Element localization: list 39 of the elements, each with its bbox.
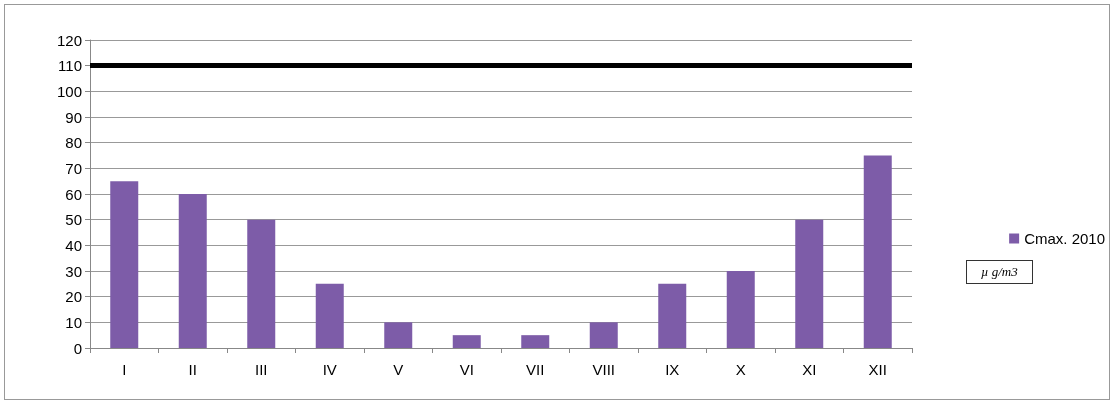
bar xyxy=(452,335,481,348)
y-tick-label: 70 xyxy=(65,159,82,177)
y-tick-label: 60 xyxy=(65,185,82,203)
bar xyxy=(178,194,207,348)
bar xyxy=(863,155,892,348)
y-tick-label: 100 xyxy=(56,82,82,100)
bar xyxy=(247,219,276,348)
x-tick-label: VI xyxy=(459,361,474,378)
x-tick-label: IV xyxy=(322,361,337,378)
x-tick-label: V xyxy=(393,361,404,378)
y-tick-label: 110 xyxy=(58,57,82,75)
bar xyxy=(658,283,687,348)
y-tick-label: 30 xyxy=(65,262,82,280)
x-tick-label: II xyxy=(188,361,197,378)
x-tick-label: VIII xyxy=(592,361,616,378)
text: µ g/m3 xyxy=(966,260,1033,284)
bar xyxy=(315,283,344,348)
x-tick-label: X xyxy=(735,361,746,378)
y-tick-label: 80 xyxy=(65,134,82,152)
bar xyxy=(726,271,755,348)
bar xyxy=(110,181,139,348)
x-tick-label: VII xyxy=(526,361,545,378)
bar xyxy=(795,219,824,348)
y-tick-label: 10 xyxy=(65,313,82,331)
y-tick-label: 40 xyxy=(65,236,82,254)
y-tick-label: 0 xyxy=(73,339,82,357)
y-tick-label: 50 xyxy=(65,211,82,229)
bar xyxy=(589,322,618,348)
legend-label: Cmax. 2010 xyxy=(1024,230,1105,247)
y-tick-label: 90 xyxy=(65,108,82,126)
y-tick-label: 120 xyxy=(56,31,82,49)
x-tick-label: IX xyxy=(665,361,680,378)
bar xyxy=(521,335,550,348)
x-tick-label: XI xyxy=(802,361,817,378)
x-tick-label: XII xyxy=(868,361,887,378)
bar xyxy=(384,322,413,348)
x-tick-label: III xyxy=(254,361,268,378)
y-tick-label: 20 xyxy=(65,288,82,306)
x-tick-label: I xyxy=(122,361,127,378)
